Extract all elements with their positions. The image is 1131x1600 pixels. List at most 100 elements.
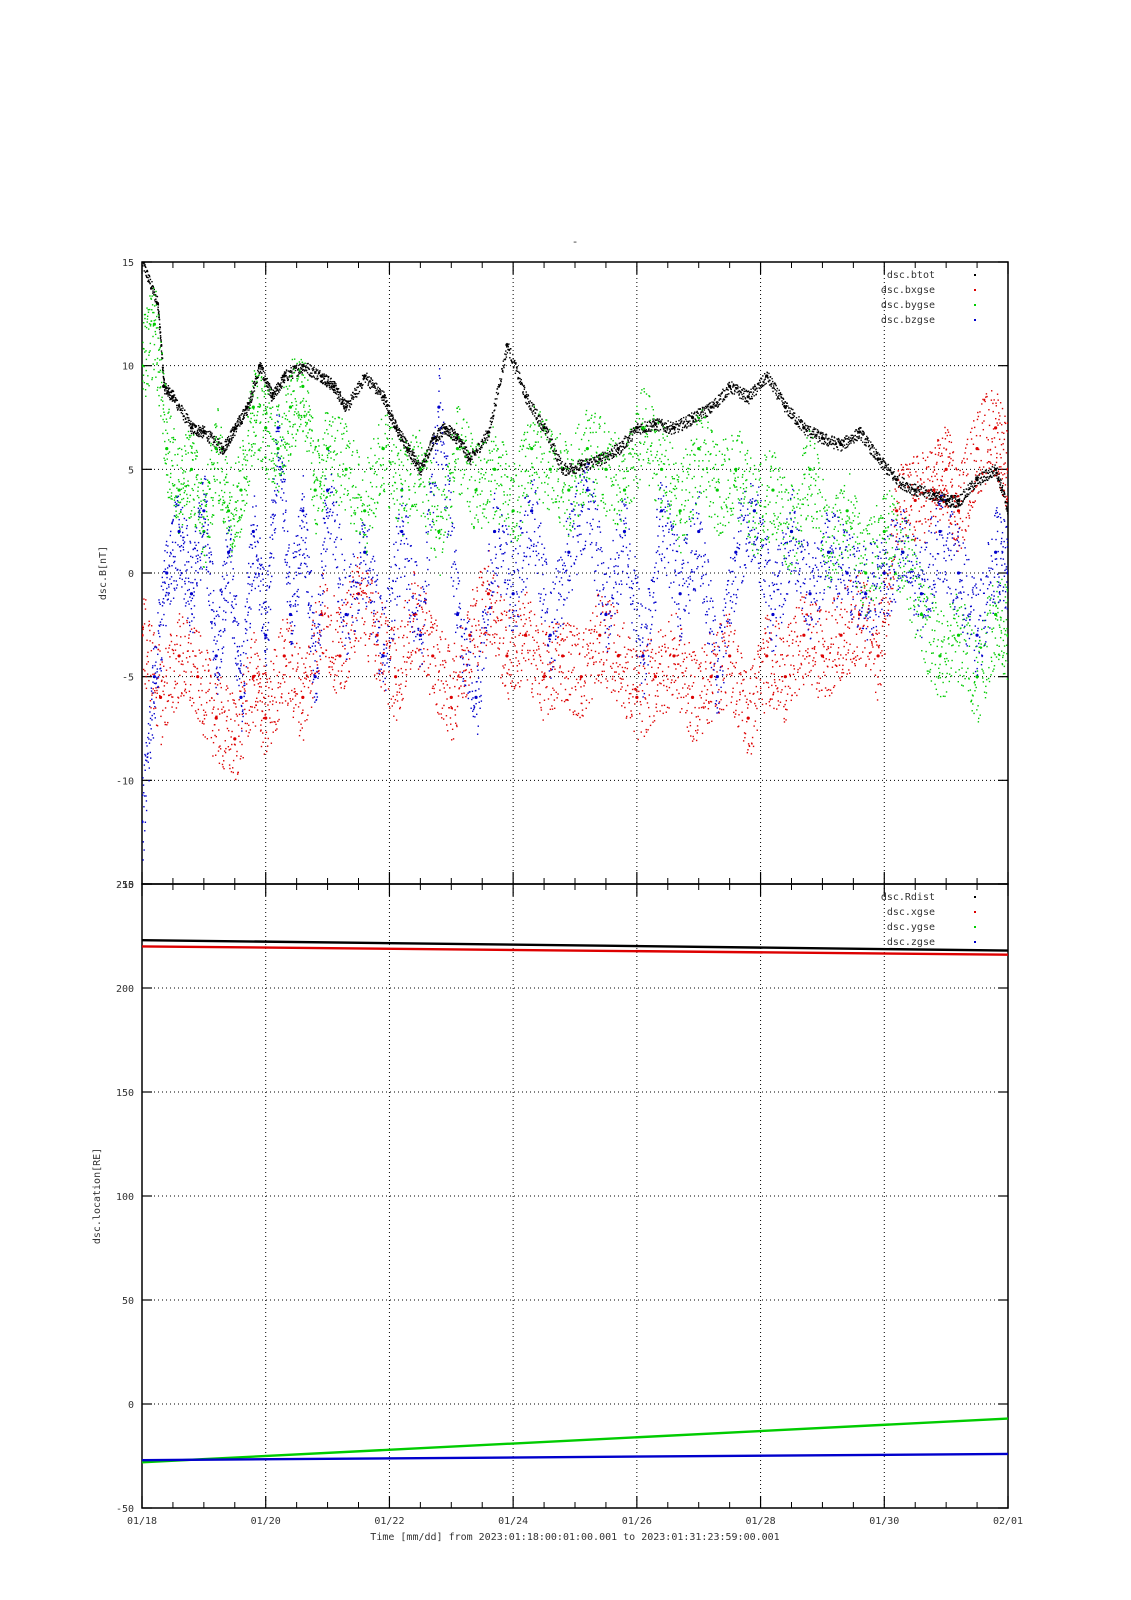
data-point [920,592,923,595]
data-point [196,675,199,678]
series-line [142,946,1008,954]
data-point [883,571,886,574]
y-tick-label: -5 [122,673,134,684]
x-tick-label: 01/26 [622,1516,652,1527]
data-point [975,634,978,637]
data-point [276,447,279,450]
data-point [790,530,793,533]
data-point [419,634,422,637]
data-point [957,571,960,574]
legend-entry-label: dsc.bxgse [881,285,935,296]
data-point [827,551,830,554]
legend-entry-label: dsc.ygse [887,922,935,933]
data-point [914,499,917,502]
data-point [586,447,589,450]
data-point [895,509,898,512]
data-point [623,530,626,533]
y-tick-label: -50 [116,1504,134,1515]
legend-swatch [974,896,976,898]
data-point [431,654,434,657]
data-point [938,654,941,657]
y-tick-label: 5 [128,465,134,476]
y-tick-label: 0 [128,1400,134,1411]
x-tick-label: 01/30 [869,1516,899,1527]
data-layer [142,940,1008,1462]
data-point [691,696,694,699]
x-tick-label: 01/18 [127,1516,157,1527]
data-point [301,696,304,699]
data-point [474,696,477,699]
x-tick-label: 01/28 [746,1516,776,1527]
data-point [598,634,601,637]
x-axis-label: Time [mm/dd] from 2023:01:18:00:01:00.00… [370,1532,779,1543]
data-point [771,488,774,491]
data-point [734,551,737,554]
data-point [771,613,774,616]
data-point [567,488,570,491]
x-tick-label: 02/01 [993,1516,1023,1527]
legend-entry-label: dsc.bzgse [881,315,935,326]
y-tick-label: 150 [116,1088,134,1099]
y-tick-label: 10 [122,362,134,373]
series-line [142,940,1008,950]
data-point [140,634,143,637]
legend-entry-label: dsc.bygse [881,300,935,311]
data-point [716,488,719,491]
legend-entry-label: dsc.xgse [887,907,935,918]
series-dsc-bzgse [140,368,1009,861]
data-point [140,364,143,367]
x-tick-label: 01/20 [251,1516,281,1527]
data-point [641,654,644,657]
y-axis-label: dsc.location[RE] [92,1148,103,1244]
data-point [530,447,533,450]
data-point [883,530,886,533]
series-dsc-Rdist [142,940,1008,950]
x-tick-label: 01/22 [374,1516,404,1527]
figure-title: - [572,235,579,248]
legend-swatch [974,926,976,928]
y-tick-label: 50 [122,1296,134,1307]
data-point [314,675,317,678]
data-point [301,509,304,512]
data-point [716,675,719,678]
data-point [252,530,255,533]
magnetic-field-panel: -15-10-5051015dsc.B[nT]dsc.btotdsc.bxgse… [98,258,1010,891]
data-point [233,737,236,740]
x-tick-label: 01/24 [498,1516,528,1527]
data-layer [140,258,1009,861]
data-point [580,675,583,678]
data-point [635,696,638,699]
y-tick-label: 15 [122,258,134,269]
data-point [178,654,181,657]
y-tick-label: 200 [116,984,134,995]
data-point [345,468,348,471]
data-point [487,592,490,595]
y-axis-label: dsc.B[nT] [98,546,109,600]
data-point [808,592,811,595]
data-point [289,406,292,409]
data-point [623,488,626,491]
data-point [945,468,948,471]
series-dsc-bxgse [140,390,1009,780]
location-panel: -50050100150200250dsc.location[RE]dsc.Rd… [92,880,1008,1515]
data-point [505,654,508,657]
data-point [363,509,366,512]
data-point [239,696,242,699]
y-tick-label: -10 [116,776,134,787]
y-tick-label: 0 [128,569,134,580]
data-point [437,406,440,409]
data-point [178,488,181,491]
data-point [660,468,663,471]
data-point [153,675,156,678]
data-point [586,488,589,491]
legend-swatch [974,289,976,291]
y-tick-label: 100 [116,1192,134,1203]
data-point [679,592,682,595]
legend-swatch [974,911,976,913]
data-point [808,468,811,471]
legend-entry-label: dsc.Rdist [881,892,935,903]
data-point [957,509,960,512]
data-point [338,654,341,657]
